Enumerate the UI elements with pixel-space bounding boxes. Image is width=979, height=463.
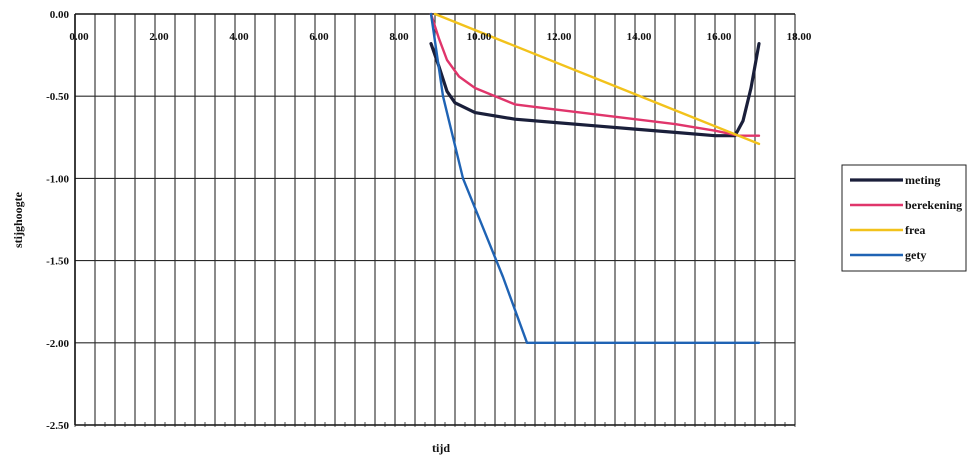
x-tick-label: 18.00: [787, 31, 812, 43]
legend-box: [841, 164, 967, 272]
tick-labels: 0.00 2.00 4.00 6.00 8.00 10.00 12.00 14.00 16.00…: [46, 9, 812, 432]
y-axis-title: stijghoogte: [11, 191, 25, 248]
x-tick-label: 6.00: [309, 31, 329, 43]
series-line-gety: [429, 12, 761, 344]
x-tick-label: 8.00: [389, 31, 409, 43]
x-tick-label: 0.00: [69, 31, 89, 43]
legend: meting berekening frea gety: [841, 164, 967, 272]
x-tick-label: 16.00: [707, 31, 732, 43]
y-tick-label: -2.50: [46, 420, 69, 432]
x-tick-label: 14.00: [627, 31, 652, 43]
y-tick-label: -0.50: [46, 91, 69, 103]
series-line-berekening: [429, 12, 761, 137]
x-tick-label: 2.00: [149, 31, 169, 43]
x-tick-label: 4.00: [229, 31, 249, 43]
plot-series: [429, 12, 761, 344]
grid: [74, 13, 796, 426]
x-tick-label: 12.00: [547, 31, 572, 43]
y-tick-label: -1.00: [46, 173, 69, 185]
y-tick-label: 0.00: [50, 9, 70, 21]
x-tick-label: 10.00: [467, 31, 492, 43]
legend-label-meting: meting: [905, 173, 940, 187]
y-tick-label: -2.00: [46, 338, 69, 350]
legend-label-berekening: berekening: [905, 198, 962, 212]
y-tick-label: -1.50: [46, 256, 69, 268]
series-line-meting: [429, 41, 761, 138]
series-line-frea: [433, 12, 761, 146]
x-axis-title: tijd: [432, 441, 450, 455]
legend-label-gety: gety: [905, 248, 926, 262]
legend-label-frea: frea: [905, 223, 925, 237]
